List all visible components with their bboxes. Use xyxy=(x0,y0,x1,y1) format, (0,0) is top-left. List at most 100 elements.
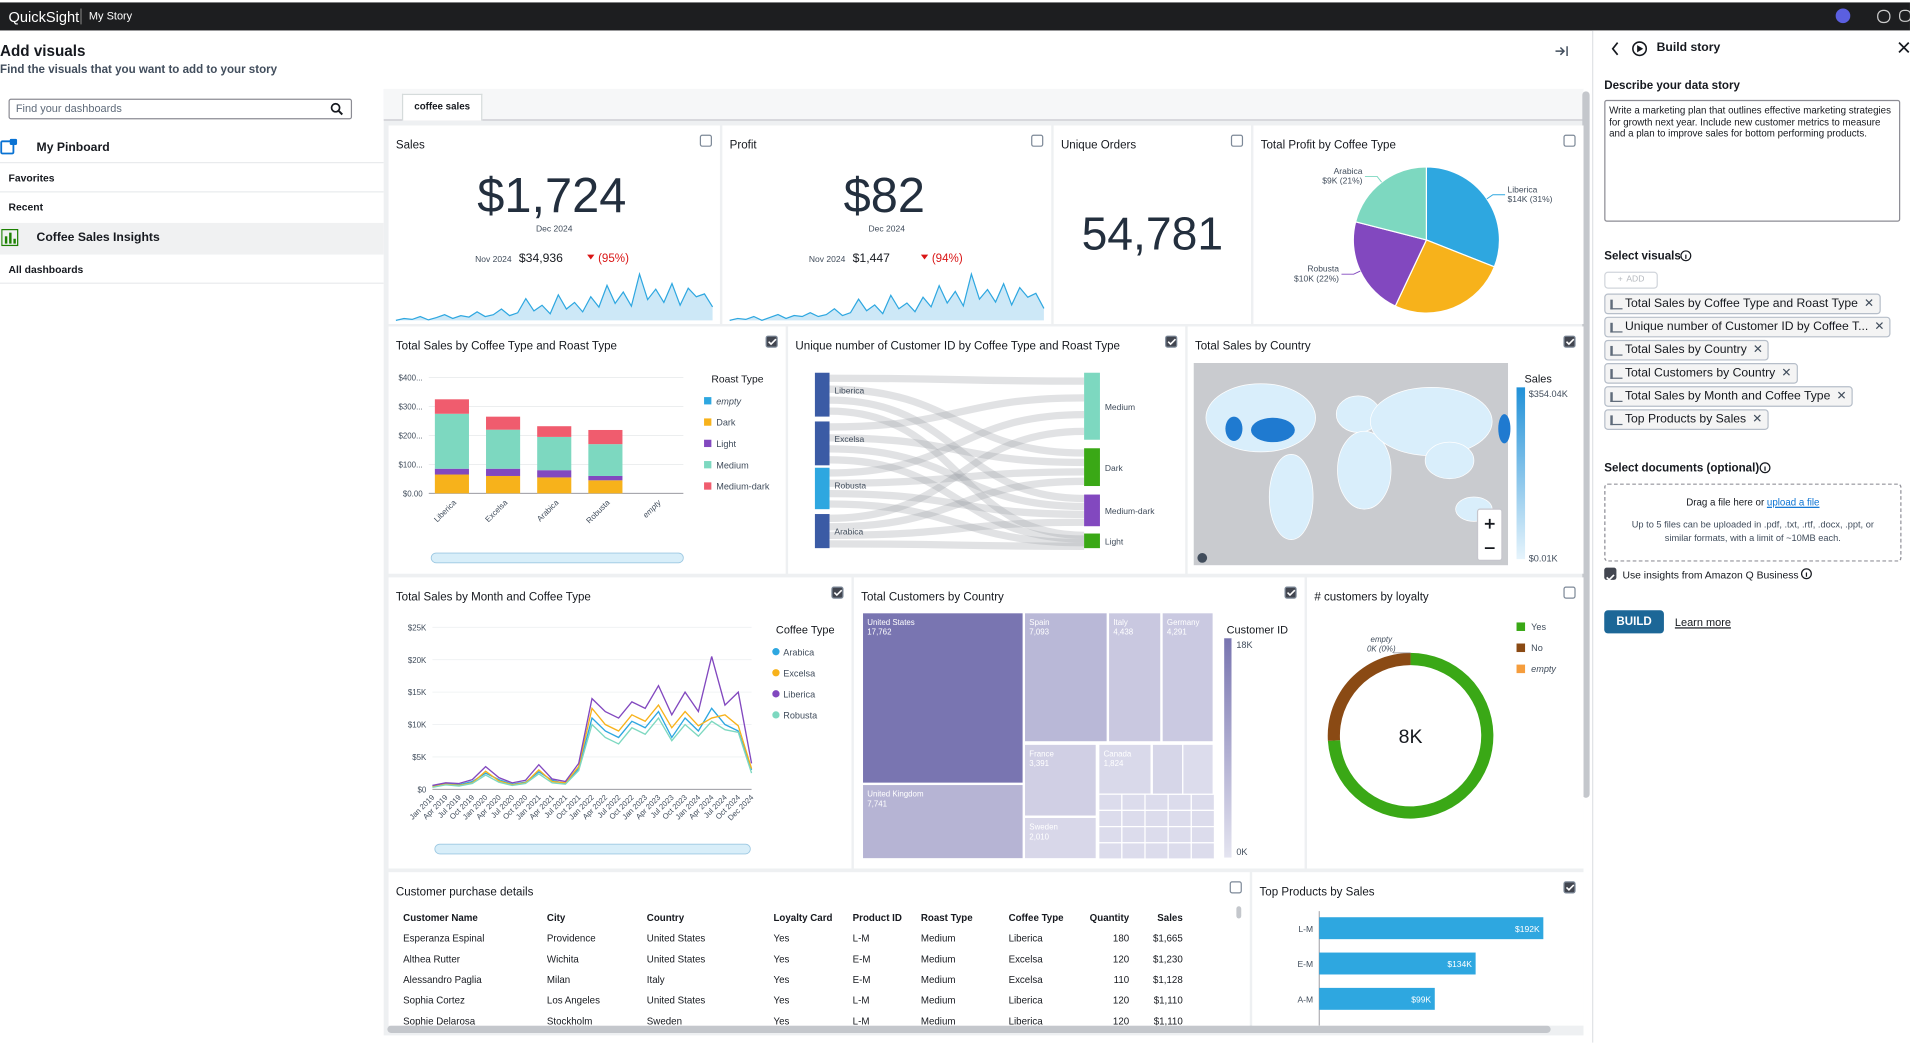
separator xyxy=(0,191,384,193)
horizontal-scrollbar[interactable] xyxy=(387,1025,1551,1033)
all-dashboards[interactable]: All dashboards xyxy=(8,263,84,276)
country-highlight xyxy=(1250,417,1295,443)
visual-checkbox[interactable] xyxy=(1230,134,1244,147)
spark-line xyxy=(729,271,1045,322)
treemap-small-cell xyxy=(1190,825,1216,844)
story-title: Build story xyxy=(1656,41,1721,55)
bar-segment xyxy=(486,416,521,430)
bar-segment xyxy=(537,436,572,471)
visual-checkbox[interactable] xyxy=(699,134,712,147)
table-scrollbar[interactable] xyxy=(1236,906,1242,919)
learn-more-link[interactable]: Learn more xyxy=(1674,616,1731,629)
visual-checkbox[interactable] xyxy=(1563,586,1576,599)
scroll-range[interactable] xyxy=(434,843,751,855)
table-cell: L-M xyxy=(853,1016,870,1025)
zoom-controls[interactable] xyxy=(1476,508,1503,561)
file-drop-zone[interactable]: Drag a file here or upload a file Up to … xyxy=(1604,483,1902,562)
chip-label: Total Sales by Month and Coffee Type xyxy=(1624,389,1831,404)
treemap-small-cell xyxy=(1167,825,1192,844)
visual-checkbox[interactable] xyxy=(1165,335,1178,348)
pinboard-icon xyxy=(0,138,18,155)
y-tick-label: $20K xyxy=(408,656,427,665)
info-icon[interactable] xyxy=(1680,250,1692,262)
search-placeholder: Find your dashboards xyxy=(15,102,122,115)
upload-link[interactable]: upload a file xyxy=(1766,496,1820,508)
visual-chip[interactable]: Top Products by Sales ✕ xyxy=(1604,409,1769,430)
recent-row[interactable]: Coffee Sales Insights xyxy=(0,222,384,255)
table-cell: Yes xyxy=(773,1016,789,1025)
visual-chip[interactable]: Total Sales by Month and Coffee Type ✕ xyxy=(1604,386,1853,407)
q-icon[interactable] xyxy=(1835,8,1851,24)
q-business-checkbox[interactable] xyxy=(1604,567,1617,582)
column-header: City xyxy=(547,913,566,924)
visual-title: Unique Orders xyxy=(1061,140,1136,152)
visual-checkbox[interactable] xyxy=(1563,335,1576,348)
visual-chip[interactable]: Total Customers by Country ✕ xyxy=(1604,362,1798,384)
checkmark xyxy=(1167,338,1177,346)
sheet-tab[interactable]: coffee sales xyxy=(401,93,483,121)
visual-checkbox[interactable] xyxy=(1229,881,1242,894)
continent xyxy=(1337,430,1392,510)
table-cell: Medium xyxy=(921,1016,956,1025)
visual-checkbox[interactable] xyxy=(765,335,778,348)
visual-chip[interactable]: Total Sales by Coffee Type and Roast Typ… xyxy=(1604,293,1881,315)
table-cell: United States xyxy=(647,954,706,965)
visual-chip[interactable]: Total Sales by Country ✕ xyxy=(1604,339,1770,361)
table-cell: Stockholm xyxy=(547,1016,592,1025)
separator xyxy=(0,162,384,164)
info-icon[interactable] xyxy=(1800,568,1812,580)
brand[interactable]: QuickSight xyxy=(8,8,80,26)
sankey-node xyxy=(814,372,830,417)
treemap-small-cell xyxy=(1167,809,1192,828)
visual-checkbox[interactable] xyxy=(1031,134,1044,147)
zoom-in[interactable] xyxy=(1484,518,1495,550)
add-button[interactable]: + ADD xyxy=(1604,271,1658,289)
visual-checkbox[interactable] xyxy=(1563,134,1576,147)
visual-checkbox[interactable] xyxy=(831,586,844,599)
chip-remove[interactable]: ✕ xyxy=(1874,320,1885,334)
collapse-icon[interactable] xyxy=(1554,44,1569,59)
build-button[interactable]: BUILD xyxy=(1604,610,1664,634)
sankey-link xyxy=(829,407,1085,540)
kpi-period: Dec 2024 xyxy=(869,223,906,233)
category-label: A-M xyxy=(1298,994,1314,1004)
chip-remove[interactable]: ✕ xyxy=(1781,366,1792,381)
close-icon[interactable] xyxy=(1898,41,1910,53)
chip-remove[interactable]: ✕ xyxy=(1836,389,1847,404)
visual-chip[interactable]: Unique number of Customer ID by Coffee T… xyxy=(1604,316,1891,338)
spark-area xyxy=(395,274,713,321)
cell-value: 7,741 xyxy=(867,799,887,808)
table-cell: Althea Rutter xyxy=(403,954,461,965)
chip-remove[interactable]: ✕ xyxy=(1752,343,1764,357)
treemap-small-cell xyxy=(1144,825,1169,844)
favorites[interactable]: Favorites xyxy=(8,171,55,184)
scroll-range[interactable] xyxy=(430,552,684,564)
help-icon[interactable] xyxy=(1877,9,1891,24)
table-cell: Esperanza Espinal xyxy=(403,934,484,945)
drop-text: Drag a file here or xyxy=(1686,496,1765,508)
table-cell: Excelsa xyxy=(1009,954,1044,965)
user-icon[interactable] xyxy=(1899,9,1910,22)
table-cell: Medium xyxy=(921,975,956,986)
legend-max: $354.04K xyxy=(1529,389,1568,399)
node-label: Light xyxy=(1105,536,1124,546)
search-box[interactable]: Find your dashboards xyxy=(8,98,353,120)
pie-value-label: $9K (21%) xyxy=(1322,176,1362,186)
treemap-small-cell xyxy=(1121,809,1146,828)
pinboard-link[interactable]: My Pinboard xyxy=(36,141,110,155)
bar-segment xyxy=(537,477,572,494)
recent[interactable]: Recent xyxy=(8,200,44,214)
compare-value: $1,447 xyxy=(853,251,890,265)
story-prompt[interactable]: Write a marketing plan that outlines eff… xyxy=(1604,99,1901,222)
recent-item[interactable]: Coffee Sales Insights xyxy=(36,231,160,245)
drop-row: Drag a file here or upload a file xyxy=(1605,497,1900,508)
chip-remove[interactable]: ✕ xyxy=(1863,297,1875,311)
visual-checkbox[interactable] xyxy=(1563,881,1576,894)
chip-remove[interactable]: ✕ xyxy=(1752,412,1763,427)
info-icon[interactable] xyxy=(1759,462,1771,474)
visual-svg: Total Sales by Country Sales $354.04K $0.01… xyxy=(1193,335,1576,566)
compare-value: $34,936 xyxy=(519,251,563,265)
visual-checkbox[interactable] xyxy=(1284,586,1297,599)
sankey-link xyxy=(829,456,1085,543)
vertical-scrollbar[interactable] xyxy=(1582,91,1590,798)
